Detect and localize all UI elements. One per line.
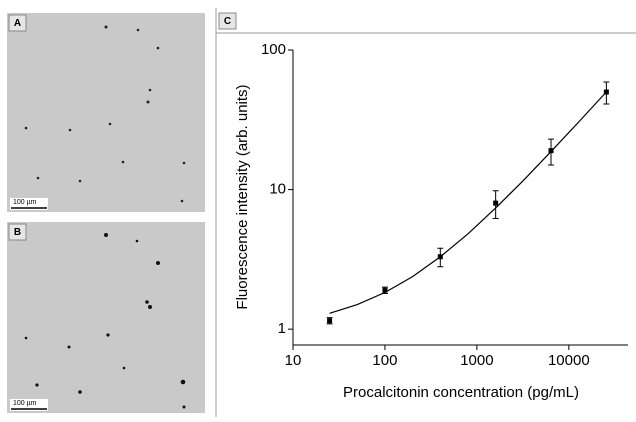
panel-label: B [14, 227, 21, 238]
x-axis-label: Procalcitonin concentration (pg/mL) [343, 384, 579, 401]
y-tick-label: 100 [261, 41, 286, 58]
fit-curve [329, 91, 607, 314]
x-tick-label: 1000 [460, 352, 493, 369]
panel-b: B 100 µm [7, 222, 205, 413]
label-box [8, 14, 27, 32]
particles [24, 25, 186, 203]
x-tick-label: 100 [372, 352, 397, 369]
scale-bar-bg [10, 399, 48, 411]
label-box [218, 12, 237, 30]
panel-label: C [224, 16, 231, 27]
x-tick-label: 10000 [548, 352, 590, 369]
data-point [382, 287, 388, 293]
data-point [437, 254, 443, 260]
data-point [548, 148, 554, 154]
micrograph [7, 13, 205, 212]
y-tick-label: 1 [278, 320, 286, 337]
y-tick-label: 10 [269, 181, 286, 198]
data-point [493, 200, 499, 206]
data-point [603, 89, 609, 95]
data-point [327, 318, 333, 324]
y-axis-label: Fluorescence intensity (arb. units) [234, 84, 251, 309]
panel-a: A 100 µm [7, 13, 205, 212]
micrograph [7, 222, 205, 413]
scale-bar-label: 100 µm [13, 199, 37, 206]
x-tick-label: 10 [285, 352, 302, 369]
panel-label: A [14, 18, 21, 29]
particles [24, 233, 186, 409]
label-box [8, 223, 27, 241]
scale-bar-label: 100 µm [13, 400, 37, 407]
panel-c: C Fluorescence intensity (arb. units) Pr… [215, 8, 636, 417]
scale-bar-bg [10, 198, 48, 210]
